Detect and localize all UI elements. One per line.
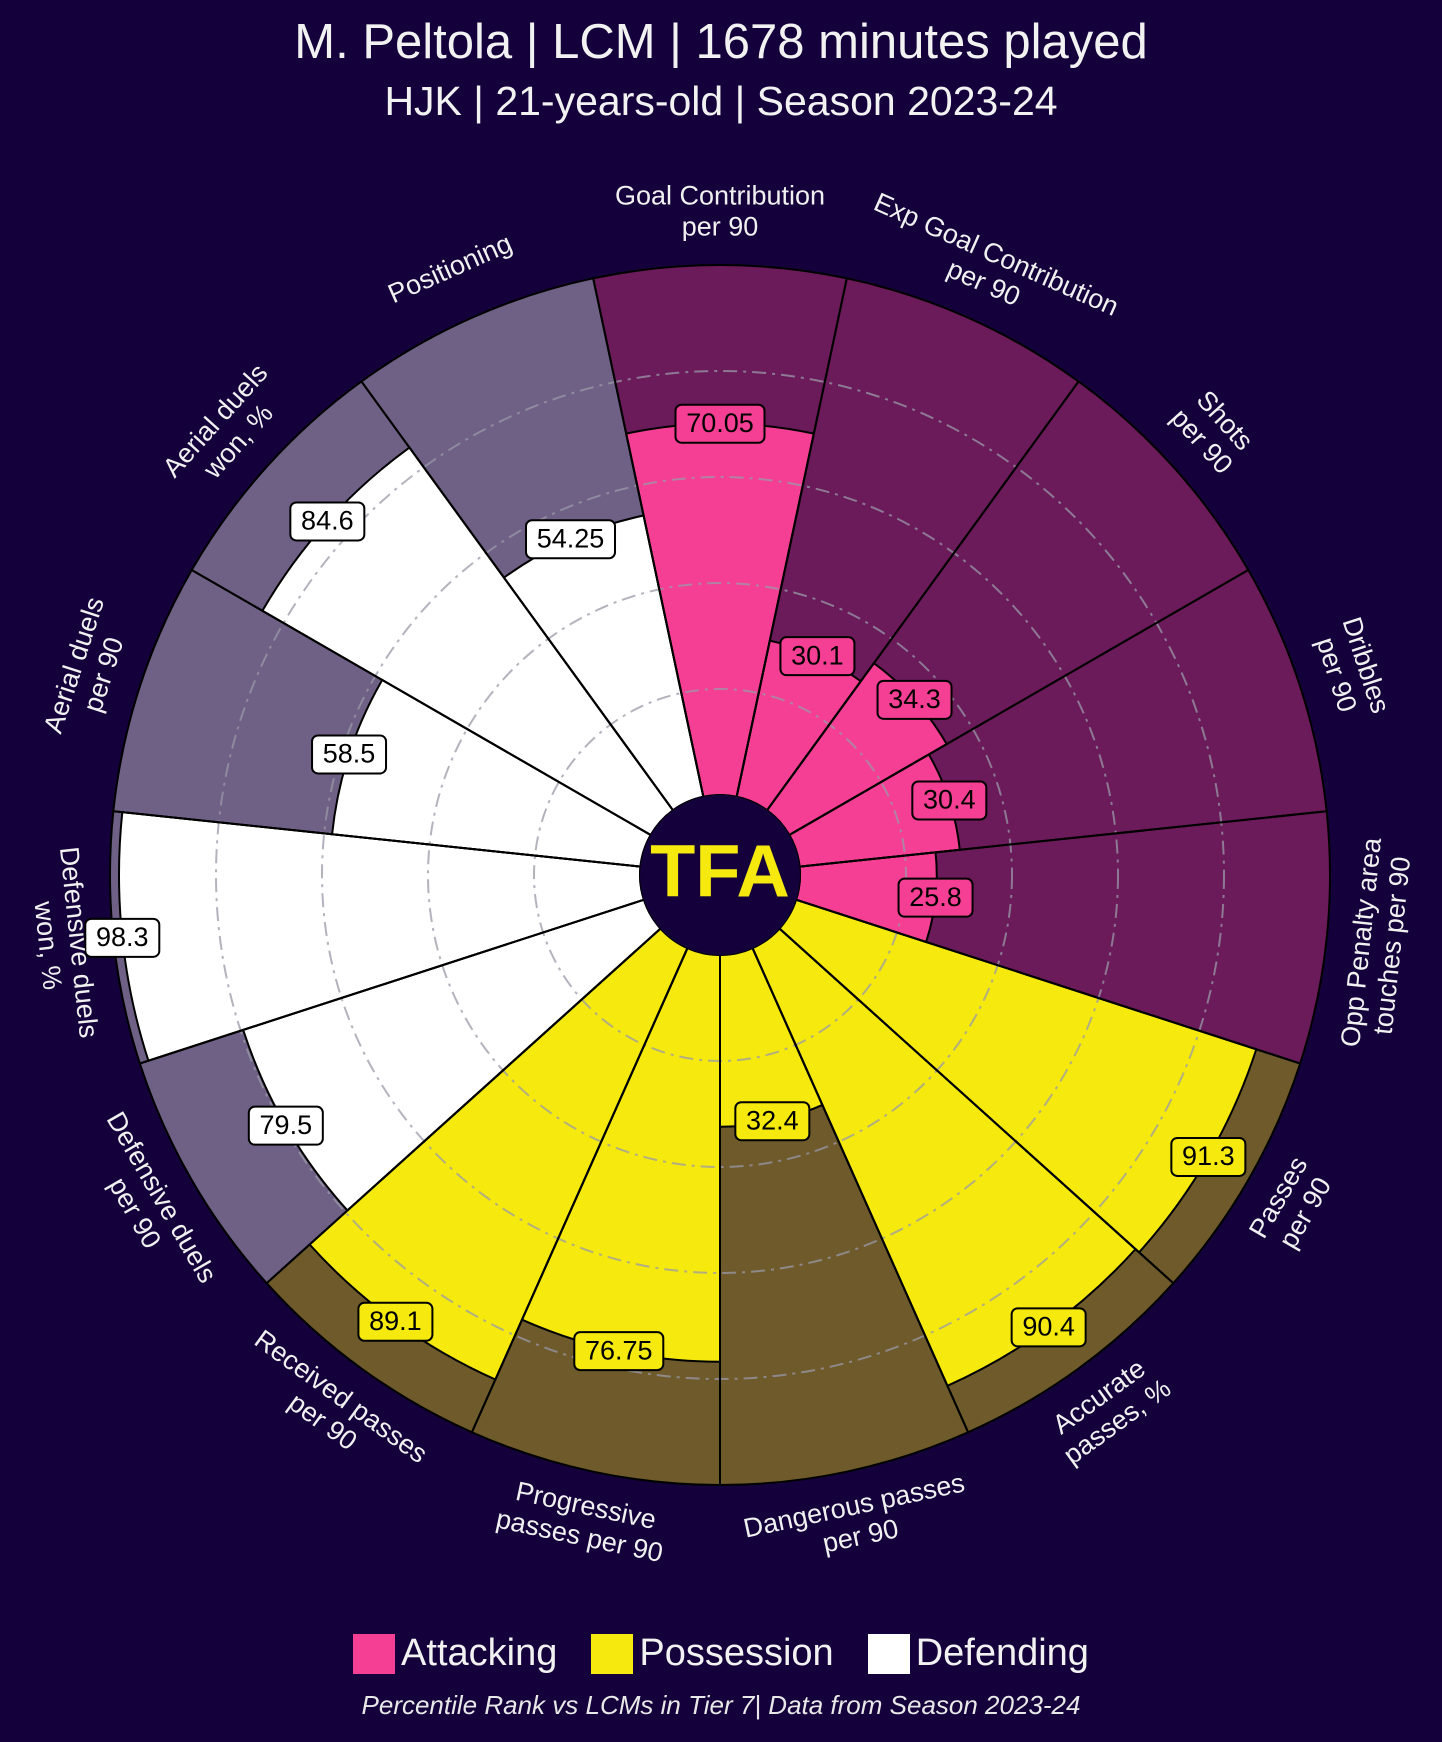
tfa-logo: TFA <box>650 830 790 913</box>
center-logo: TFA <box>640 795 800 955</box>
value-text: 58.5 <box>323 739 376 769</box>
legend-label-possession: Possession <box>639 1632 833 1675</box>
value-text: 90.4 <box>1022 1311 1075 1341</box>
legend-label-attacking: Attacking <box>401 1632 557 1675</box>
value-label-opp-penalty-area-touches-per-90: 25.8 <box>899 879 973 917</box>
value-label-accurate-passes: 90.4 <box>1012 1308 1086 1346</box>
value-label-passes-per-90: 91.3 <box>1171 1138 1245 1176</box>
value-text: 54.25 <box>537 523 605 553</box>
value-label-defensive-duels-per-90: 79.5 <box>249 1107 323 1145</box>
value-text: 32.4 <box>746 1105 799 1135</box>
value-text: 91.3 <box>1182 1141 1235 1171</box>
value-label-received-passes-per-90: 89.1 <box>358 1303 432 1341</box>
legend-item-attacking: Attacking <box>353 1632 557 1675</box>
value-label-defensive-duels-won: 98.3 <box>85 919 159 957</box>
value-label-positioning: 54.25 <box>526 520 615 558</box>
value-text: 84.6 <box>301 506 354 536</box>
value-label-dangerous-passes-per-90: 32.4 <box>735 1102 809 1140</box>
legend-item-defending: Defending <box>868 1632 1089 1675</box>
value-label-aerial-duels-won: 84.6 <box>290 502 364 540</box>
value-label-aerial-duels-per-90: 58.5 <box>312 735 386 773</box>
legend-item-possession: Possession <box>591 1632 833 1675</box>
value-text: 79.5 <box>260 1110 313 1140</box>
axis-label-line: Positioning <box>384 228 517 309</box>
pizza-chart: 70.05 30.1 34.3 30.4 25.8 91.3 90.4 32.4 76.75 89… <box>0 0 1442 1742</box>
axis-label-line: Goal Contribution <box>615 181 825 211</box>
value-text: 98.3 <box>96 922 149 952</box>
value-text: 30.1 <box>791 640 844 670</box>
axis-label-positioning: Positioning <box>384 228 517 309</box>
legend: Attacking Possession Defending <box>0 1632 1442 1675</box>
legend-swatch-possession <box>591 1634 633 1674</box>
value-label-progressive-passes-per-90: 76.75 <box>574 1332 663 1370</box>
footnote: Percentile Rank vs LCMs in Tier 7| Data … <box>0 1690 1442 1721</box>
value-text: 70.05 <box>686 408 754 438</box>
value-text: 89.1 <box>369 1306 422 1336</box>
axis-label-line: per 90 <box>682 212 759 242</box>
legend-label-defending: Defending <box>916 1632 1089 1675</box>
value-text: 34.3 <box>888 684 941 714</box>
value-text: 30.4 <box>923 785 976 815</box>
value-label-exp-goal-contribution-per-90: 30.1 <box>780 637 854 675</box>
value-text: 76.75 <box>585 1335 653 1365</box>
legend-swatch-defending <box>868 1634 910 1674</box>
value-label-shots-per-90: 34.3 <box>878 681 952 719</box>
value-label-goal-contribution-per-90: 70.05 <box>676 405 765 443</box>
value-text: 25.8 <box>909 882 962 912</box>
value-label-dribbles-per-90: 30.4 <box>912 781 986 819</box>
legend-swatch-attacking <box>353 1634 395 1674</box>
